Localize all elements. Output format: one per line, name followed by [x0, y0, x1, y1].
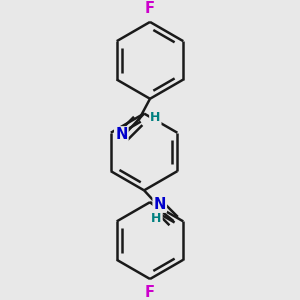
Text: N: N: [154, 197, 166, 212]
Text: N: N: [115, 127, 128, 142]
Text: H: H: [150, 112, 160, 124]
Text: H: H: [151, 212, 162, 225]
Text: F: F: [145, 1, 155, 16]
Text: F: F: [145, 285, 155, 300]
